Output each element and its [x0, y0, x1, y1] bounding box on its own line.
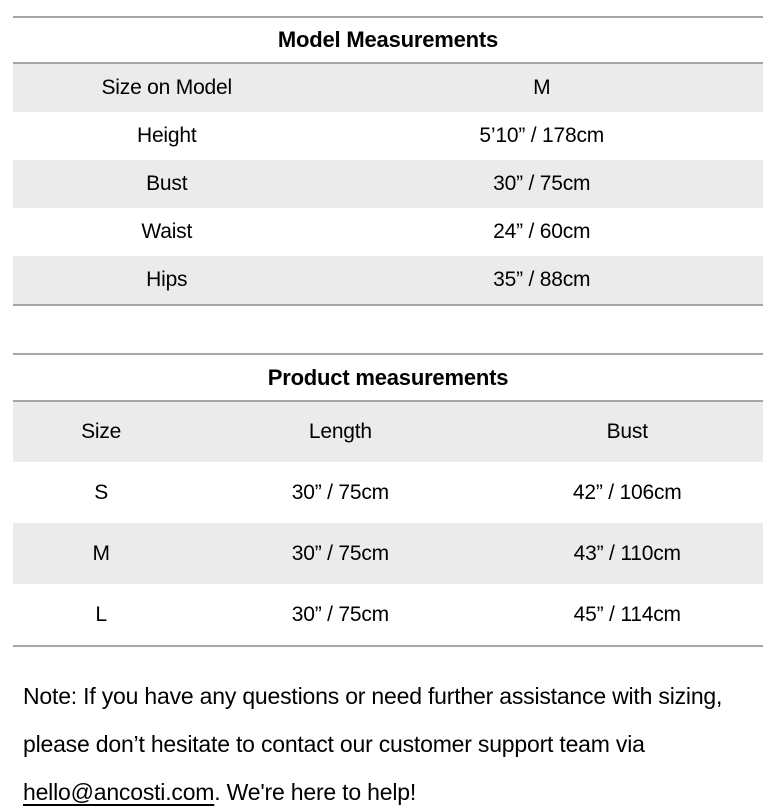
table-row: Waist 24” / 60cm: [13, 208, 763, 256]
table-row: Size on Model M: [13, 63, 763, 112]
row-label: Size on Model: [101, 76, 233, 99]
row-value: 5’10” / 178cm: [479, 124, 605, 147]
row-label: Hips: [146, 268, 188, 291]
product-measurements-table: Product measurements Size Length Bust S …: [13, 353, 763, 647]
cell-length: 30” / 75cm: [291, 602, 389, 626]
table-row: M 30” / 75cm 43” / 110cm: [13, 523, 763, 584]
cell-size: M: [92, 541, 110, 565]
row-value: 30” / 75cm: [493, 172, 591, 195]
cell-bust: 45” / 114cm: [573, 602, 681, 626]
sizing-note: Note: If you have any questions or need …: [23, 672, 753, 810]
row-label: Waist: [141, 220, 193, 243]
product-table-title: Product measurements: [13, 354, 763, 402]
support-email-link[interactable]: hello@ancosti.com: [23, 779, 215, 805]
column-header-bust: Bust: [606, 420, 648, 443]
row-label: Height: [136, 124, 197, 147]
model-measurements-table: Model Measurements Size on Model M Heigh…: [13, 16, 763, 306]
row-value: 24” / 60cm: [493, 220, 591, 243]
cell-length: 30” / 75cm: [291, 541, 389, 565]
table-row: S 30” / 75cm 42” / 106cm: [13, 462, 763, 523]
row-label: Bust: [146, 172, 188, 195]
cell-size: S: [94, 480, 109, 504]
cell-bust: 43” / 110cm: [573, 541, 681, 565]
table-row: L 30” / 75cm 45” / 114cm: [13, 584, 763, 646]
model-table-title: Model Measurements: [13, 17, 763, 64]
cell-size: L: [95, 602, 107, 626]
column-header-size: Size: [81, 420, 122, 443]
model-table-title-row: Model Measurements: [13, 17, 763, 64]
note-text-after: . We're here to help!: [214, 779, 417, 805]
table-row: Hips 35” / 88cm: [13, 256, 763, 305]
note-text-before: Note: If you have any questions or need …: [23, 683, 723, 757]
cell-bust: 42” / 106cm: [572, 480, 682, 504]
table-row: Bust 30” / 75cm: [13, 160, 763, 208]
row-value: 35” / 88cm: [493, 268, 591, 291]
product-table-header-row: Size Length Bust: [13, 401, 763, 462]
table-row: Height 5’10” / 178cm: [13, 112, 763, 160]
cell-length: 30” / 75cm: [291, 480, 389, 504]
product-table-title-row: Product measurements: [13, 354, 763, 402]
row-value: M: [533, 76, 551, 99]
column-header-length: Length: [308, 420, 372, 443]
